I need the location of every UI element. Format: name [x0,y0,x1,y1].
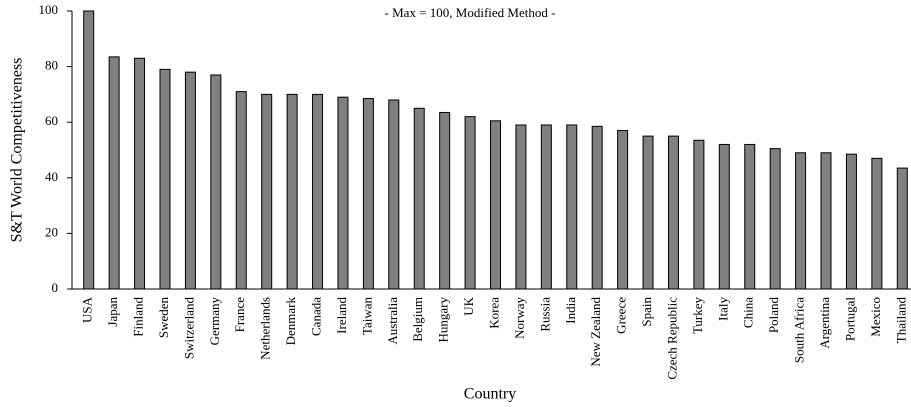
x-tick-label: Belgium [410,297,425,342]
x-tick-label: France [232,297,247,333]
x-tick-label: China [741,297,756,328]
bar [896,167,908,290]
bar [591,125,603,290]
bar [820,152,832,290]
x-tick-label: Spain [639,297,654,327]
x-tick-label: Portugal [842,297,857,341]
bar [210,74,222,290]
bar [744,143,756,290]
x-tick-label: Korea [486,297,501,329]
x-tick-label: Taiwan [359,297,374,336]
x-tick-label: Czech Republic [664,297,679,380]
bar [235,91,247,290]
bar [871,157,883,290]
bar [108,56,120,290]
bar [566,124,578,290]
x-tick-label: India [563,297,578,324]
x-tick-label: Canada [309,297,324,336]
x-tick-label: Greece [614,297,629,334]
x-tick-label: Thailand [893,297,908,344]
x-tick-label: UK [461,296,476,315]
x-tick-label: New Zealand [588,297,603,367]
x-tick-label: Russia [537,297,552,332]
x-tick-label: Argentina [817,297,832,349]
bar [337,96,349,290]
bar [286,93,298,290]
x-tick-label: Netherlands [258,297,273,360]
bar [388,99,400,290]
bar [134,57,146,290]
bar [667,135,679,290]
y-tick-label: 60 [45,113,58,128]
bar [795,152,807,290]
bar [261,93,273,290]
x-tick-label: Italy [715,297,730,321]
bar [362,98,374,290]
y-tick-label: 80 [45,58,58,73]
x-tick-label: Australia [385,297,400,345]
bar [515,124,527,290]
x-tick-label: Germany [207,297,222,346]
bar [845,153,857,290]
x-tick-label: USA [80,296,95,323]
bar [617,130,629,290]
x-tick-label: South Africa [792,297,807,363]
x-tick-label: Sweden [156,297,171,339]
bar [83,10,95,290]
chart-subtitle: - Max = 100, Modified Method - [385,5,556,20]
x-tick-label: Hungary [436,297,451,343]
bar [490,120,501,290]
bar [413,107,425,290]
y-tick-label: 100 [39,2,59,17]
y-tick-label: 0 [52,280,59,295]
bar [693,139,705,290]
y-tick-label: 40 [45,169,58,184]
bar [540,124,552,290]
bar [464,116,476,290]
y-axis-label: S&T World Competitiveness [9,58,26,243]
bar [769,148,781,290]
x-tick-label: Mexico [868,297,883,337]
bar [718,143,730,290]
x-axis-label: Country [464,386,516,403]
x-tick-label: Norway [512,297,527,339]
bar [184,71,196,290]
x-tick-label: Switzerland [181,297,196,360]
y-tick-label: 20 [45,224,58,239]
bar [312,93,324,290]
x-tick-label: Ireland [334,297,349,334]
bar [439,111,451,290]
x-tick-label: Denmark [283,297,298,346]
x-tick-label: Poland [766,297,781,334]
bar [159,68,171,290]
bar [642,135,654,290]
x-tick-label: Turkey [690,297,705,335]
x-tick-label: Japan [105,297,120,327]
x-tick-label: Finland [131,297,146,337]
